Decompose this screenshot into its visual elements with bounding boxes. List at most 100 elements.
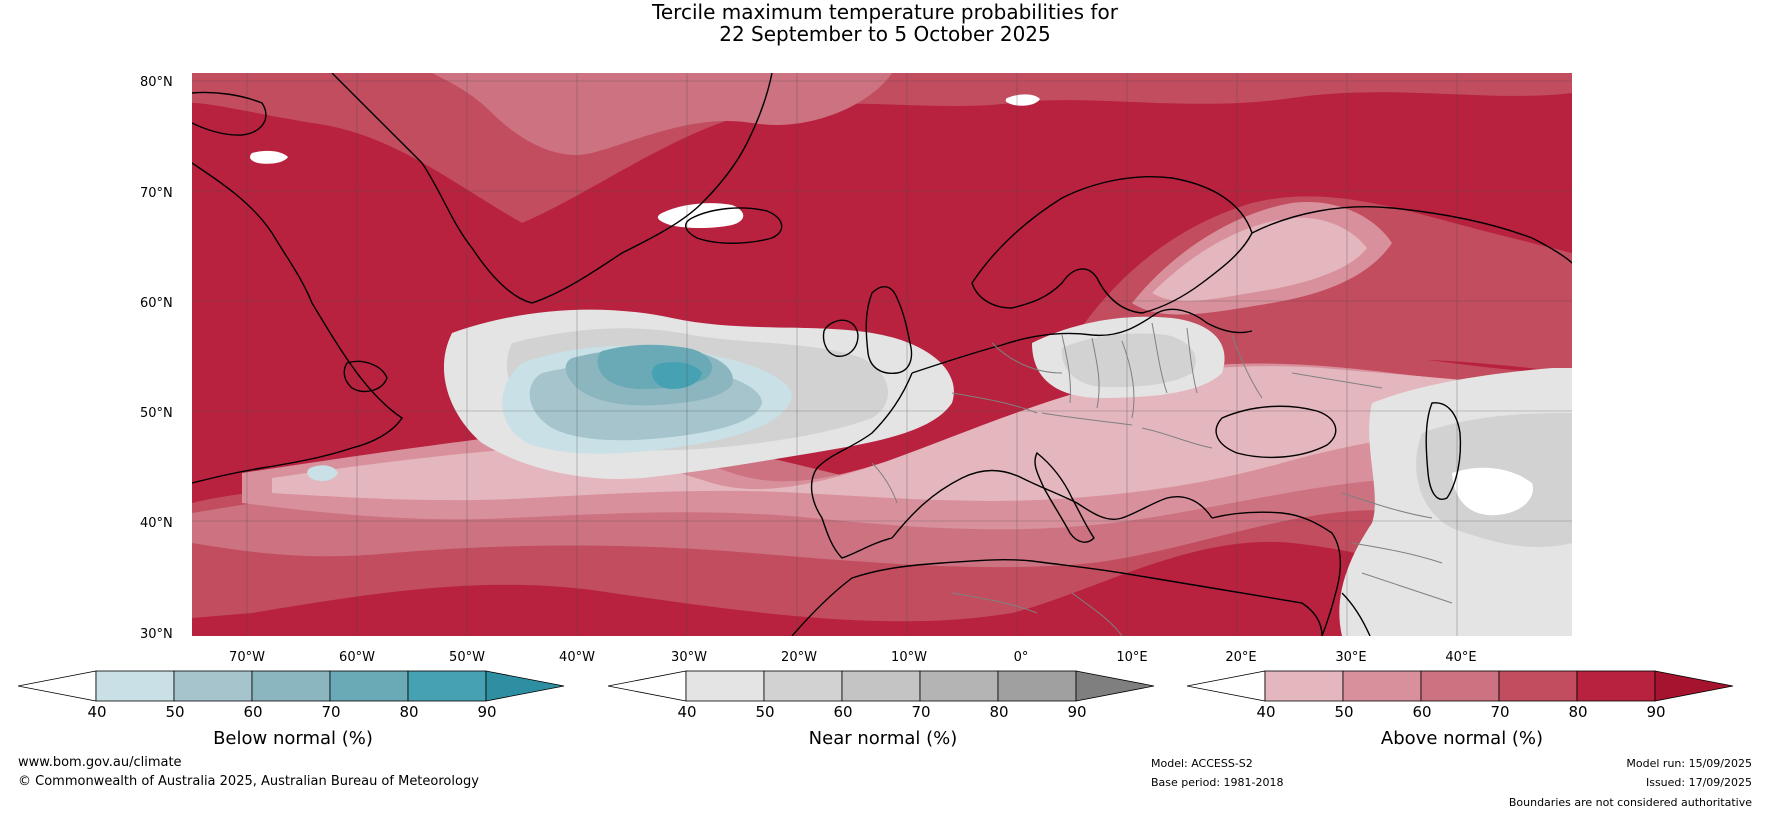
below-tick-90: 90 [477,703,497,721]
base-period-text: Base period: 1981-2018 [1151,776,1284,789]
below-colorbar-swatch-2 [173,670,253,702]
coast-iceland [685,207,783,244]
near-colorbar-swatch-2 [763,670,843,702]
below-tick-80: 80 [399,703,419,721]
above-normal-colorbar [1187,670,1734,702]
lon-label-0: 0° [1013,650,1029,665]
coast-france-iberia [810,372,913,559]
above-colorbar-swatch-5 [1576,670,1656,702]
lon-label-20e: 20°E [1225,650,1257,665]
above-colorbar-lower-extend [1187,670,1266,702]
below-colorbar-lower-extend [18,670,97,702]
near-tick-90: 90 [1067,703,1087,721]
lon-label-20w: 20°W [781,650,817,665]
below-colorbar-swatch-1 [95,670,175,702]
model-run-text: Model run: 15/09/2025 [1626,757,1752,770]
white-arctic-patch [1005,94,1040,106]
coast-caspian [1425,402,1462,500]
below-normal-title: Below normal (%) [213,728,373,749]
white-baffin-patch [250,150,288,164]
copyright-text: © Commonwealth of Australia 2025, Austra… [18,774,479,789]
above-colorbar-swatch-4 [1498,670,1578,702]
above-tick-70: 70 [1490,703,1510,721]
map-title-line-1: Tercile maximum temperature probabilitie… [652,0,1118,24]
graticule [192,73,1572,636]
lon-label-40e: 40°E [1445,650,1477,665]
lat-label-40n: 40°N [140,516,173,531]
near-normal-central-europe-core [1061,333,1196,388]
near-colorbar-upper-extend [1075,670,1155,702]
coast-italy [1034,451,1095,543]
lon-label-30w: 30°W [671,650,707,665]
above-normal-title: Above normal (%) [1380,728,1544,749]
coast-greenland [331,73,773,304]
near-colorbar-swatch-3 [841,670,921,702]
disclaimer-text: Boundaries are not considered authoritat… [1508,796,1752,809]
map-title-line-2: 22 September to 5 October 2025 [719,22,1051,46]
near-tick-80: 80 [989,703,1009,721]
near-tick-50: 50 [755,703,775,721]
near-colorbar-lower-extend [608,670,687,702]
below-normal-zone-5 [652,362,702,389]
below-colorbar-upper-extend [485,670,565,702]
lon-label-40w: 40°W [559,650,595,665]
coast-ireland [822,319,859,357]
country-borders [871,322,1453,636]
lon-label-10e: 10°E [1116,650,1148,665]
lon-label-10w: 10°W [891,650,927,665]
below-colorbar-swatch-4 [329,670,409,702]
issued-text: Issued: 17/09/2025 [1645,776,1752,789]
above-tick-60: 60 [1412,703,1432,721]
above-colorbar-swatch-3 [1420,670,1500,702]
lon-label-70w: 70°W [229,650,265,665]
near-colorbar-swatch-4 [919,670,999,702]
coast-north-africa [791,559,1323,636]
map-canvas [192,73,1572,636]
above-tick-90: 90 [1646,703,1666,721]
lat-label-30n: 30°N [140,627,173,642]
above-tick-50: 50 [1334,703,1354,721]
near-normal-title: Near normal (%) [808,728,958,749]
above-colorbar-swatch-1 [1264,670,1344,702]
above-colorbar-upper-extend [1654,670,1734,702]
white-caspian-zone [1452,467,1533,516]
below-colorbar-swatch-5 [407,670,487,702]
near-colorbar-swatch-1 [685,670,765,702]
below-tick-40: 40 [87,703,107,721]
coastlines [192,73,1572,636]
coast-turkey-levant [1211,511,1341,636]
coast-red-sea [1341,592,1371,636]
near-tick-40: 40 [677,703,697,721]
above-colorbar-swatch-2 [1342,670,1422,702]
above-tick-40: 40 [1256,703,1276,721]
tercile-probability-map [192,73,1572,636]
above-60-north-zone [432,73,892,155]
below-newfoundland-patch [307,465,338,481]
below-normal-colorbar [18,670,565,702]
near-normal-colorbar [608,670,1155,702]
website-link[interactable]: www.bom.gov.au/climate [18,755,182,770]
coast-great-britain [865,286,913,375]
coast-europe-north [911,308,1253,374]
coast-newfoundland [343,360,388,393]
lon-label-60w: 60°W [339,650,375,665]
lat-label-80n: 80°N [140,75,173,90]
lon-label-30e: 30°E [1335,650,1367,665]
above-tick-80: 80 [1568,703,1588,721]
coast-scandinavia [971,176,1253,314]
lat-label-60n: 60°N [140,296,173,311]
lon-label-50w: 50°W [449,650,485,665]
lat-label-70n: 70°N [140,186,173,201]
lat-label-50n: 50°N [140,406,173,421]
near-tick-70: 70 [911,703,931,721]
below-tick-50: 50 [165,703,185,721]
coast-black-sea [1215,405,1337,459]
near-colorbar-swatch-5 [997,670,1077,702]
near-tick-60: 60 [833,703,853,721]
model-text: Model: ACCESS-S2 [1151,757,1253,770]
below-tick-70: 70 [321,703,341,721]
below-colorbar-swatch-3 [251,670,331,702]
coast-north-america [192,162,403,484]
coast-hudson-islands [192,91,267,136]
coast-kola-arctic [1251,206,1572,264]
